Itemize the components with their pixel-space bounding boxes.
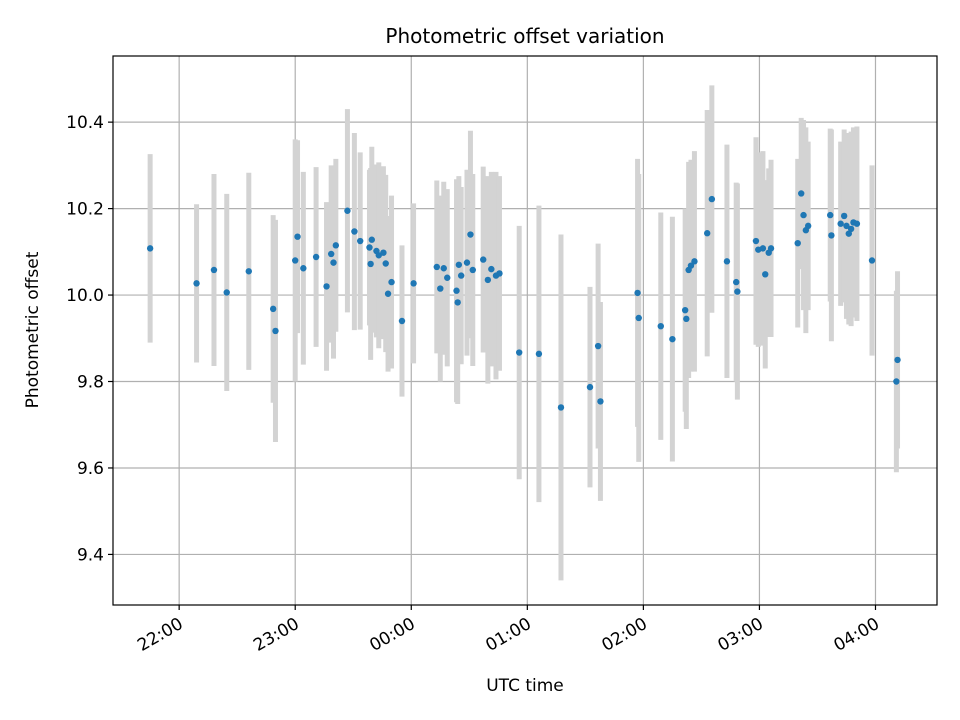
data-point [357,237,364,245]
data-point [687,262,695,269]
data-point [708,195,716,203]
data-point [752,237,760,245]
data-point [453,287,460,294]
data-point [484,276,492,284]
data-point [496,270,503,277]
data-point [657,322,664,330]
data-point [444,274,451,281]
data-point [384,290,392,297]
y-tick-label: 9.6 [77,459,104,479]
data-point [759,245,767,252]
y-tick-label: 10.0 [66,286,104,306]
data-point [837,220,844,227]
data-point [368,236,376,243]
data-point [767,245,775,252]
data-point [388,278,395,286]
data-point [734,288,741,295]
data-point [557,404,565,411]
data-point [868,257,876,264]
data-point [380,249,387,256]
data-point [794,239,801,247]
data-point [193,280,200,287]
data-point [683,315,690,323]
data-point [330,259,337,266]
data-point [433,263,440,271]
data-point [800,211,807,219]
data-point [300,265,307,272]
data-point [845,230,852,237]
data-point [535,350,543,358]
data-point [366,244,373,251]
data-point [367,260,374,268]
data-point [847,225,855,233]
data-point [327,250,335,258]
data-point [312,253,320,261]
data-point [634,289,641,297]
data-point [294,233,301,240]
data-point [597,398,604,405]
data-point [292,257,299,264]
data-point [375,252,382,259]
data-point [669,335,676,343]
data-point [146,245,154,252]
data-point [269,305,277,313]
data-point [704,230,711,237]
data-point [467,231,474,238]
y-axis-ticks: 9.4 9.6 9.8 10.0 10.2 10.4 [66,113,113,565]
data-point [245,268,252,275]
data-point [515,349,523,356]
data-point [457,272,465,279]
y-tick-label: 10.2 [66,200,104,220]
plot-area-frame [112,55,938,606]
y-tick-label: 9.4 [77,545,104,565]
x-axis-title: UTC time [486,676,564,696]
data-point [827,211,834,219]
data-point [733,278,740,286]
data-point [843,222,850,230]
data-point [804,222,812,230]
data-point [840,212,848,220]
chart-title: Photometric offset variation [385,24,664,48]
data-point [463,259,471,266]
data-point [382,260,389,267]
data-point [272,327,279,335]
data-point [635,314,642,322]
y-tick-label: 10.4 [66,113,104,133]
data-point [223,289,230,296]
data-point [210,266,218,274]
data-point [488,265,495,273]
data-point [455,261,463,268]
data-point [437,285,444,292]
data-point [762,271,769,278]
data-point [480,256,487,263]
data-point [398,317,406,325]
data-point [594,342,602,350]
data-point [853,220,861,227]
data-point [723,258,731,265]
data-point [323,283,330,290]
data-point [681,306,689,314]
y-tick-label: 9.8 [77,373,104,393]
data-point [586,383,594,391]
data-point [828,232,835,239]
data-point [893,378,900,385]
data-point [440,265,447,272]
data-point [351,228,358,235]
data-point [454,299,461,306]
data-point [469,266,476,274]
data-point [691,258,698,265]
data-points [146,190,901,411]
y-axis-title: Photometric offset [23,251,43,408]
data-point [344,207,351,214]
data-point [798,190,805,197]
data-point [332,242,340,249]
data-point [410,280,417,287]
data-point [894,356,901,364]
